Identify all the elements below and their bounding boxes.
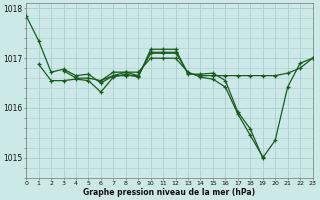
X-axis label: Graphe pression niveau de la mer (hPa): Graphe pression niveau de la mer (hPa)	[83, 188, 255, 197]
